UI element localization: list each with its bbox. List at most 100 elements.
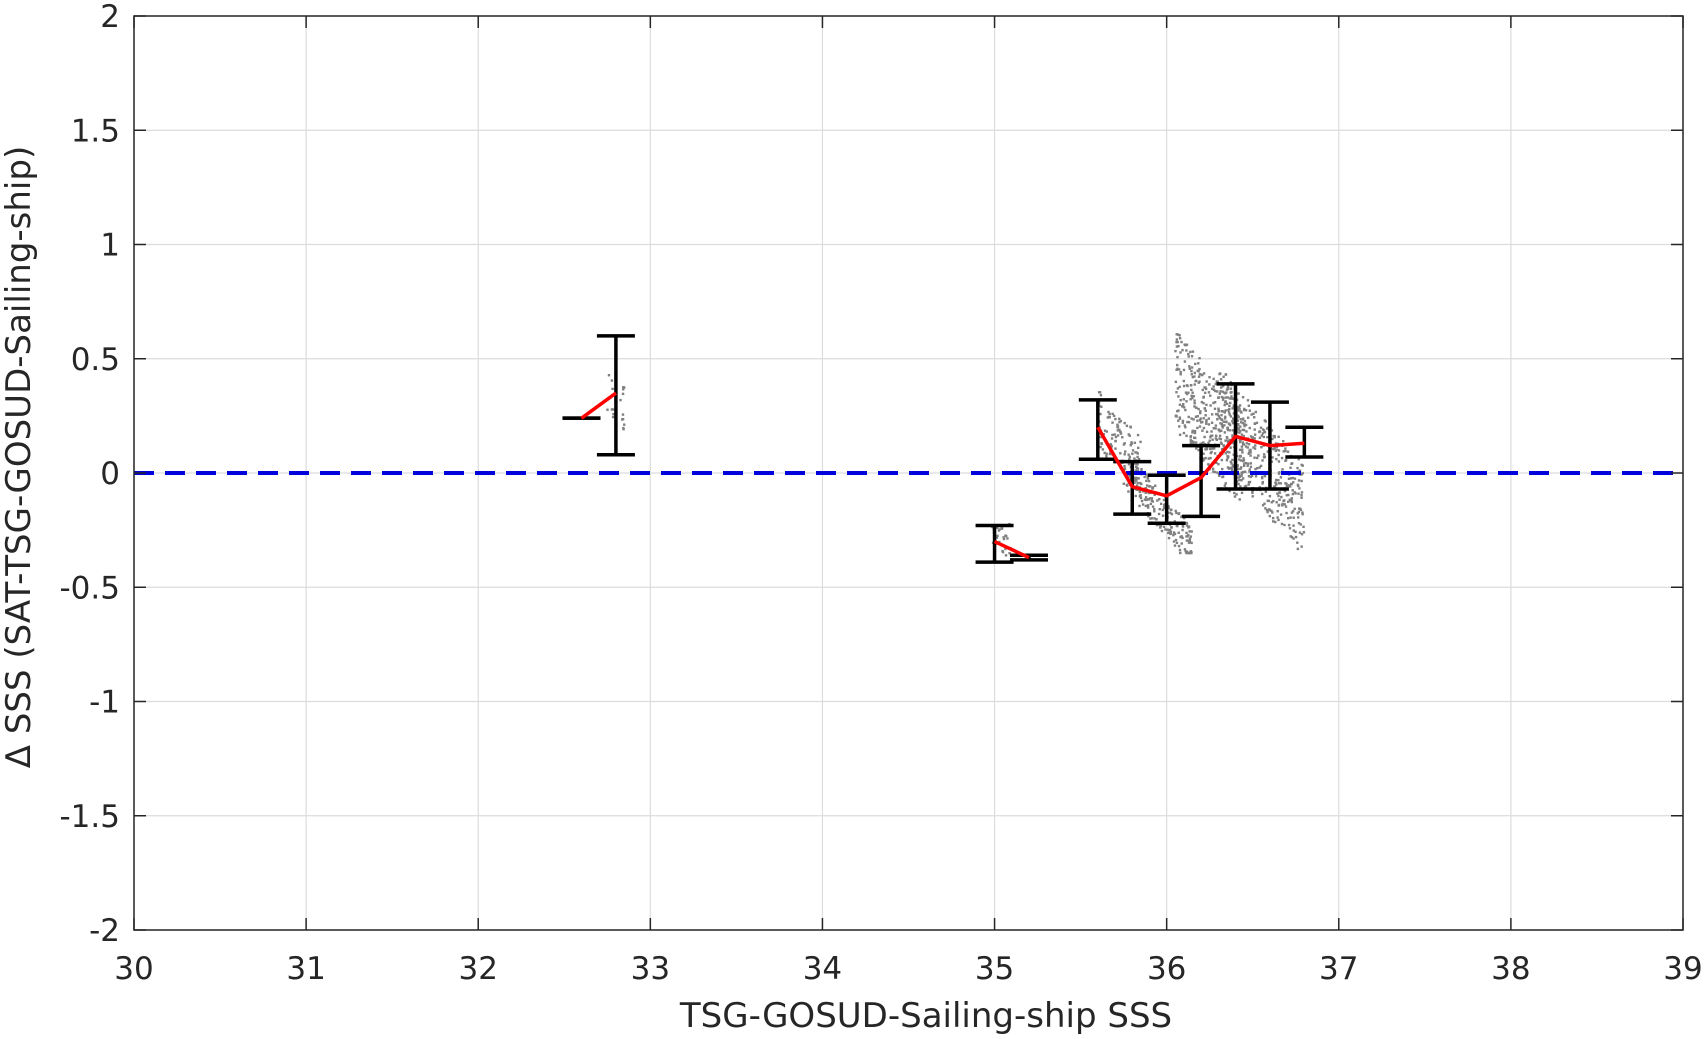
scatter-point xyxy=(1273,446,1276,449)
scatter-point xyxy=(1097,391,1101,394)
scatter-point xyxy=(1261,476,1264,479)
scatter-point xyxy=(622,426,625,430)
scatter-point xyxy=(1211,387,1214,391)
scatter-point xyxy=(1185,400,1188,403)
scatter-point xyxy=(1214,427,1217,430)
scatter-point xyxy=(1105,452,1108,455)
scatter-point xyxy=(1218,474,1221,478)
scatter-point xyxy=(1258,436,1262,440)
scatter-point xyxy=(1273,436,1276,439)
scatter-point xyxy=(1191,431,1194,434)
scatter-point xyxy=(1179,535,1182,539)
scatter-point xyxy=(1232,465,1235,468)
scatter-point xyxy=(1218,430,1221,433)
scatter-point xyxy=(1219,390,1222,393)
scatter-point xyxy=(1193,371,1197,375)
scatter-point xyxy=(1188,530,1191,533)
scatter-point xyxy=(1181,421,1185,424)
scatter-point xyxy=(1136,452,1139,455)
scatter-point xyxy=(1190,530,1193,533)
scatter-point xyxy=(1202,426,1206,430)
axes xyxy=(133,15,1684,931)
scatter-point xyxy=(1300,491,1304,494)
scatter-point xyxy=(1182,406,1186,409)
scatter-point xyxy=(1194,362,1197,366)
scatter-point xyxy=(1249,462,1253,465)
scatter-point xyxy=(1220,386,1223,389)
scatter-point xyxy=(1274,478,1278,482)
scatter-point xyxy=(623,423,626,426)
scatter-point xyxy=(1198,373,1202,376)
scatter-point xyxy=(1205,380,1208,383)
scatter-point xyxy=(1266,426,1270,430)
scatter-point xyxy=(1223,411,1226,414)
scatter-point xyxy=(1153,508,1156,511)
scatter-point xyxy=(1246,464,1249,467)
scatter-point xyxy=(1103,451,1106,455)
scatter-point xyxy=(1240,433,1244,436)
scatter-point xyxy=(1225,391,1228,394)
scatter-point xyxy=(1221,467,1224,471)
y-tick-label: -1.5 xyxy=(60,799,121,835)
scatter-point xyxy=(1146,506,1150,509)
scatter-point xyxy=(1238,458,1241,461)
scatter-point xyxy=(1217,407,1220,410)
scatter-point xyxy=(1253,456,1256,459)
scatter-point xyxy=(1236,405,1239,409)
scatter-point xyxy=(1177,344,1180,348)
scatter-point xyxy=(1220,422,1223,426)
scatter-point xyxy=(1166,528,1169,531)
scatter-point xyxy=(1168,529,1171,532)
scatter-point xyxy=(1108,416,1111,419)
scatter-point xyxy=(1187,352,1190,356)
scatter-point xyxy=(1116,423,1119,426)
scatter-point xyxy=(1214,424,1218,427)
scatter-point xyxy=(1179,398,1182,402)
scatter-point xyxy=(1230,468,1234,471)
scatter-point xyxy=(1291,510,1295,513)
scatter-point xyxy=(1199,410,1202,413)
scatter-point xyxy=(1180,542,1183,545)
scatter-point xyxy=(1298,507,1302,511)
scatter-point xyxy=(1226,387,1229,390)
scatter-point xyxy=(1236,419,1240,422)
x-tick-label: 39 xyxy=(1663,951,1702,987)
scatter-point xyxy=(1199,417,1202,420)
scatter-point xyxy=(1212,470,1215,473)
scatter-point xyxy=(1292,481,1295,484)
scatter-point xyxy=(1297,522,1301,525)
scatter-point xyxy=(1139,496,1143,500)
scatter-point xyxy=(1213,452,1217,455)
scatter-point xyxy=(1119,419,1122,423)
scatter-point xyxy=(1114,439,1117,443)
y-tick-label: -2 xyxy=(89,913,120,949)
scatter-point xyxy=(1201,388,1204,392)
x-tick-label: 31 xyxy=(286,951,325,987)
scatter-point xyxy=(1239,425,1242,428)
scatter-point xyxy=(1284,449,1287,453)
scatter-point xyxy=(1242,464,1246,467)
scatter-point xyxy=(1291,492,1295,496)
scatter-point xyxy=(1197,407,1200,411)
scatter-point xyxy=(1296,547,1300,551)
scatter-point xyxy=(1292,529,1295,532)
scatter-point xyxy=(1218,437,1221,440)
scatter-point xyxy=(1182,403,1185,406)
scatter-point xyxy=(1238,430,1242,433)
scatter-point xyxy=(1173,532,1177,535)
scatter-point xyxy=(1188,539,1192,543)
scatter-point xyxy=(1190,439,1194,443)
scatter-point xyxy=(1297,479,1301,482)
scatter-point xyxy=(1231,420,1234,423)
scatter-point xyxy=(1125,424,1129,428)
scatter-point xyxy=(1005,534,1008,538)
scatter-point xyxy=(1213,407,1217,411)
scatter-point xyxy=(1161,508,1164,512)
scatter-point xyxy=(1237,427,1240,430)
scatter-point xyxy=(1229,466,1232,470)
scatter-point xyxy=(1134,477,1137,480)
scatter-point xyxy=(1225,402,1229,406)
scatter-point xyxy=(1289,466,1292,469)
scatter-point xyxy=(1136,462,1139,466)
scatter-point xyxy=(1212,447,1215,450)
